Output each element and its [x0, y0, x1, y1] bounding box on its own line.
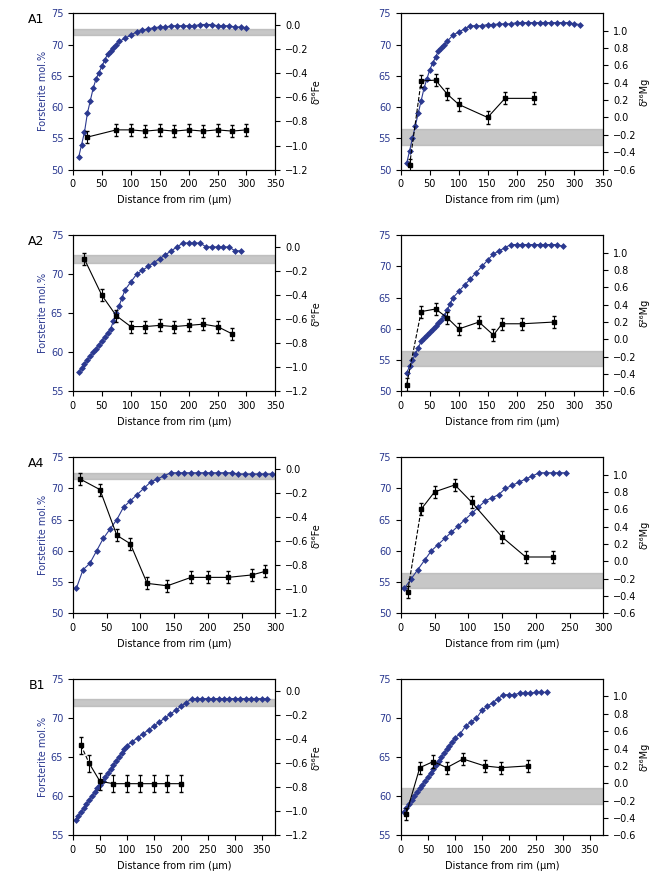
- X-axis label: Distance from rim (μm): Distance from rim (μm): [117, 416, 231, 427]
- Y-axis label: Forsterite mol.%: Forsterite mol.%: [38, 495, 48, 575]
- Y-axis label: Forsterite mol.%: Forsterite mol.%: [38, 273, 48, 354]
- X-axis label: Distance from rim (μm): Distance from rim (μm): [117, 194, 231, 205]
- X-axis label: Distance from rim (μm): Distance from rim (μm): [445, 639, 560, 649]
- Y-axis label: δ⁵⁶Fe: δ⁵⁶Fe: [312, 301, 322, 325]
- Y-axis label: δ⁵⁶Fe: δ⁵⁶Fe: [312, 523, 322, 548]
- X-axis label: Distance from rim (μm): Distance from rim (μm): [445, 861, 560, 871]
- Text: A1: A1: [29, 13, 45, 27]
- Y-axis label: δ²⁶Mg: δ²⁶Mg: [639, 299, 649, 327]
- Bar: [401, 129, 603, 145]
- Bar: [401, 789, 603, 804]
- X-axis label: Distance from rim (μm): Distance from rim (μm): [117, 639, 231, 649]
- Y-axis label: δ²⁶Mg: δ²⁶Mg: [639, 77, 649, 105]
- Bar: [73, 473, 275, 479]
- X-axis label: Distance from rim (μm): Distance from rim (μm): [445, 416, 560, 427]
- Bar: [73, 698, 275, 706]
- X-axis label: Distance from rim (μm): Distance from rim (μm): [445, 194, 560, 205]
- Text: A2: A2: [29, 235, 45, 248]
- Text: A4: A4: [29, 457, 45, 470]
- Y-axis label: Forsterite mol.%: Forsterite mol.%: [38, 717, 48, 797]
- Text: B1: B1: [29, 679, 45, 692]
- Y-axis label: δ⁵⁶Fe: δ⁵⁶Fe: [312, 79, 322, 103]
- Bar: [73, 29, 275, 35]
- X-axis label: Distance from rim (μm): Distance from rim (μm): [117, 861, 231, 871]
- Y-axis label: δ⁵⁶Fe: δ⁵⁶Fe: [312, 745, 322, 770]
- Bar: [73, 255, 275, 263]
- Y-axis label: Forsterite mol.%: Forsterite mol.%: [38, 51, 48, 132]
- Y-axis label: δ²⁶Mg: δ²⁶Mg: [639, 522, 649, 550]
- Y-axis label: δ²⁶Mg: δ²⁶Mg: [639, 743, 649, 772]
- Bar: [401, 573, 603, 589]
- Bar: [401, 351, 603, 367]
